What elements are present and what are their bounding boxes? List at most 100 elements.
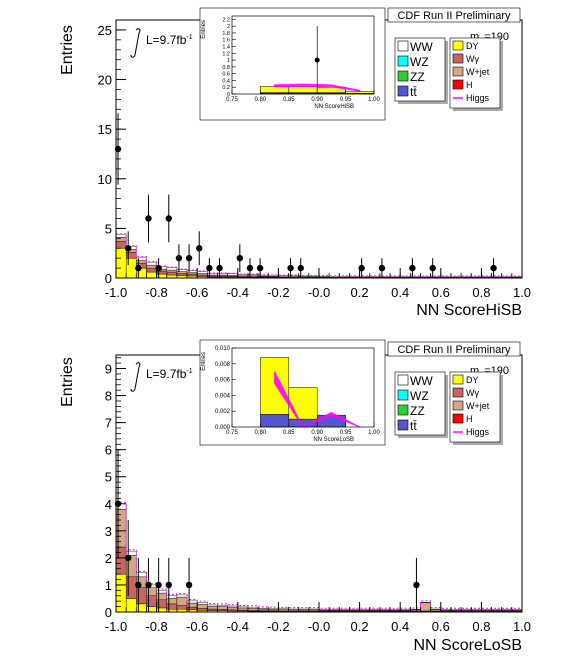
lumi-text: L=9.7fb-1 [146, 33, 193, 47]
inset-x-tick-label: 0.80 [255, 430, 267, 436]
hist-bar-ww [471, 609, 482, 611]
chart-title: CDF Run II Preliminary [397, 344, 511, 356]
data-point [185, 254, 193, 262]
data-point [135, 264, 142, 272]
hist-bar-ww [450, 609, 462, 611]
x-tick-label: 0.2 [351, 285, 369, 300]
inset-x-tick-label: 0.75 [226, 97, 238, 103]
legend-swatch-h [452, 413, 464, 424]
hist-bar-w+jet [237, 607, 249, 611]
data-point [216, 264, 223, 272]
hist-bar-w [166, 603, 178, 610]
hist-bar-ww [501, 609, 513, 611]
legend-swatch-tt [397, 85, 409, 97]
data-point [297, 264, 304, 272]
y-axis-label: Entries [59, 25, 76, 75]
hist-bar-ww [288, 608, 299, 611]
hist-bar-w [176, 605, 188, 610]
hist-bar-w [207, 608, 218, 611]
hist-bar-ww [440, 609, 452, 611]
inset-y-tick-label: 0.8 [222, 65, 230, 71]
hist-bar-ww [379, 276, 391, 278]
legend-swatch-wz [397, 55, 409, 67]
x-axis-label: NN ScoreHiSB [416, 302, 522, 319]
data-point [490, 264, 497, 272]
hist-bar-ww [328, 276, 340, 278]
legend-label-w+jet: W+jet [466, 401, 490, 411]
hist-bar-ww [308, 275, 320, 278]
hist-bar-ww [298, 275, 310, 278]
hist-bar-ww [257, 608, 269, 610]
y-tick-label: 0 [105, 271, 112, 286]
x-tick-label: -1.0 [105, 285, 127, 300]
data-point [175, 254, 183, 262]
hist-bar-dy [156, 273, 167, 279]
legend-label-w+jet: W+jet [466, 67, 490, 77]
x-tick-label: -1.0 [105, 619, 127, 634]
hist-bar-ww [369, 609, 381, 611]
inset-x-tick-label: 0.75 [226, 430, 238, 436]
inset-y-tick-label: 0.000 [215, 425, 231, 431]
hist-bar-ww [318, 609, 330, 611]
hist-bar-w [217, 609, 228, 611]
inset-y-axis-label: Entries [201, 20, 207, 39]
hist-bar-ww [166, 267, 178, 271]
inset-y-tick-label: 0.006 [215, 378, 231, 384]
hist-bar-ww [237, 606, 249, 609]
x-tick-label: -0.8 [145, 619, 167, 634]
hist-bar-ww [400, 609, 411, 611]
legend-swatch-w+jet [452, 400, 464, 411]
inset-y-tick-label: 2 [227, 24, 230, 30]
y-axis-label: Entries [59, 357, 76, 407]
hist-bar-ww [410, 609, 421, 611]
x-tick-label: 0.8 [472, 619, 490, 634]
inset-y-tick-label: 0.2 [222, 85, 230, 91]
hist-bar-w+jet [196, 273, 208, 276]
legend-swatch-zz [397, 404, 409, 416]
hist-bar-ww [471, 276, 482, 278]
hist-bar-w+jet [227, 606, 238, 611]
hist-bar-ww [217, 273, 228, 276]
inset-bar [260, 414, 290, 428]
x-tick-label: 1.0 [513, 619, 531, 634]
legend-label-ww: WW [410, 40, 433, 54]
legend-swatch-dy [452, 40, 464, 51]
y-tick-label: 20 [98, 73, 112, 88]
data-point [429, 264, 436, 272]
hist-bar-w+jet [186, 272, 198, 275]
inset-bar [288, 86, 318, 93]
hist-bar-ww [166, 595, 178, 599]
data-point [145, 215, 152, 222]
y-tick-label: 9 [105, 362, 112, 377]
title-box: CDF Run II Preliminary [387, 341, 521, 357]
hist-bar-dy [146, 606, 157, 613]
hist-bar-dy [125, 598, 137, 613]
hist-bar-w [156, 270, 167, 275]
legend-label-w: Wγ [466, 388, 479, 398]
data-point [124, 245, 132, 252]
y-tick-label: 8 [105, 389, 112, 404]
hist-bar-dy [146, 271, 157, 279]
legend-swatch-w+jet [452, 66, 464, 77]
hist-bar-w [146, 267, 157, 273]
data-point [145, 581, 152, 589]
hist-bar-ww [328, 609, 340, 611]
inset-y-tick-label: 0.002 [215, 409, 231, 415]
x-tick-label: -0.2 [267, 285, 289, 300]
hist-bar-ww [115, 234, 127, 238]
inset-frame [231, 15, 375, 95]
data-point [246, 264, 254, 272]
hist-bar-ww [268, 608, 279, 610]
x-tick-label: 0.4 [391, 285, 409, 300]
legend-swatch-h [452, 79, 464, 90]
hist-bar-dy [115, 248, 127, 279]
hist-bar-w+jet [430, 609, 441, 612]
inset-y-tick-label: 1.2 [222, 51, 230, 57]
hist-bar-w+jet [420, 602, 431, 612]
y-tick-label: 4 [105, 497, 112, 512]
hist-bar-ww [186, 270, 198, 273]
legend-swatch-dy [452, 374, 464, 385]
data-point [206, 264, 213, 272]
inset-x-tick-label: 0.95 [340, 97, 352, 103]
hist-bar-ww [176, 594, 188, 598]
